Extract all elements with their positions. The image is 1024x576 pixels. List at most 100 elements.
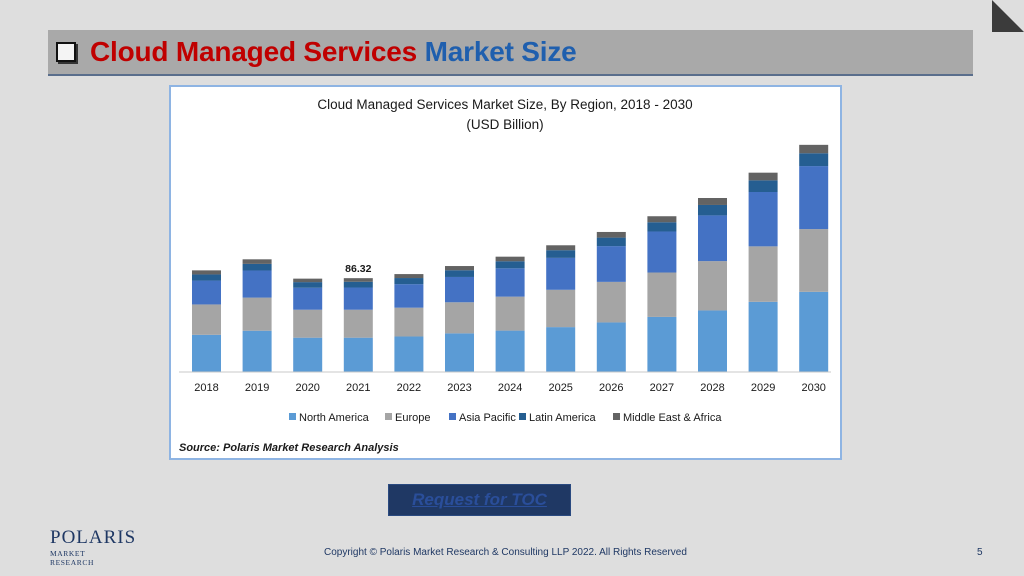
- bar-asia-pacific-2021: [343, 287, 373, 310]
- bar-asia-pacific-2019: [242, 270, 272, 298]
- bar-middle-east-africa-2029: [748, 172, 778, 181]
- bar-latin-america-2030: [799, 153, 829, 167]
- bar-latin-america-2018: [192, 274, 221, 281]
- bar-latin-america-2025: [546, 250, 576, 258]
- polaris-logo: POLARIS MARKET RESEARCH: [50, 527, 137, 568]
- bar-group: 86.32: [192, 144, 829, 372]
- x-tick-2024: 2024: [498, 382, 522, 394]
- bar-north-america-2018: [192, 334, 221, 372]
- bar-middle-east-africa-2030: [799, 144, 829, 154]
- x-tick-2027: 2027: [650, 382, 674, 394]
- bar-latin-america-2027: [647, 222, 677, 232]
- bar-europe-2022: [394, 307, 424, 337]
- x-tick-2019: 2019: [245, 382, 269, 394]
- bar-latin-america-2029: [748, 180, 778, 192]
- x-tick-2018: 2018: [194, 382, 218, 394]
- slide-title-bar: Cloud Managed Services Market Size: [48, 30, 973, 76]
- bar-north-america-2025: [546, 327, 576, 372]
- bar-north-america-2023: [445, 333, 474, 372]
- chart-source: Source: Polaris Market Research Analysis: [179, 442, 399, 454]
- x-tick-2025: 2025: [548, 382, 572, 394]
- legend-swatch-europe: [385, 413, 392, 420]
- bar-europe-2021: [343, 309, 373, 338]
- bar-europe-2026: [596, 281, 626, 323]
- legend-label-north-america: North America: [299, 412, 370, 424]
- stacked-bar-chart: Cloud Managed Services Market Size, By R…: [179, 97, 831, 454]
- bar-europe-2020: [293, 309, 323, 338]
- x-tick-labels: 2018 2019 2020 2021 2022 2023 2024 2025 2026 2027…: [194, 382, 826, 394]
- bar-europe-2025: [546, 289, 576, 328]
- bar-north-america-2019: [242, 330, 272, 372]
- slide-title-part1: Cloud Managed Services: [90, 36, 418, 67]
- legend-swatch-latin-america: [519, 413, 526, 420]
- bar-north-america-2027: [647, 316, 677, 372]
- bar-asia-pacific-2022: [394, 284, 424, 308]
- bar-asia-pacific-2020: [293, 287, 323, 310]
- bar-europe-2024: [495, 296, 525, 331]
- bar-europe-2027: [647, 272, 677, 317]
- legend-swatch-north-america: [289, 413, 296, 420]
- bar-asia-pacific-2029: [748, 192, 778, 247]
- bar-latin-america-2023: [445, 270, 474, 277]
- legend-label-latin-america: Latin America: [529, 412, 597, 424]
- bar-north-america-2029: [748, 301, 778, 372]
- logo-name: POLARIS: [50, 527, 137, 548]
- bar-north-america-2021: [343, 337, 373, 372]
- bar-europe-2018: [192, 304, 221, 335]
- bar-middle-east-africa-2027: [647, 216, 677, 223]
- bar-latin-america-2019: [242, 263, 272, 271]
- data-label-2021: 86.32: [345, 263, 371, 275]
- x-tick-2029: 2029: [751, 382, 775, 394]
- bar-asia-pacific-2030: [799, 166, 829, 230]
- x-tick-2021: 2021: [346, 382, 370, 394]
- request-toc-label[interactable]: Request for TOC: [412, 490, 547, 509]
- bar-latin-america-2021: [343, 281, 373, 288]
- bar-middle-east-africa-2019: [242, 259, 272, 264]
- request-toc-button[interactable]: Request for TOC: [388, 484, 571, 516]
- bar-europe-2029: [748, 246, 778, 302]
- logo-subtitle: MARKET RESEARCH: [50, 549, 94, 567]
- bar-europe-2030: [799, 229, 829, 292]
- bar-north-america-2028: [698, 310, 727, 372]
- bar-middle-east-africa-2023: [445, 266, 474, 271]
- bar-europe-2019: [242, 297, 272, 331]
- bar-asia-pacific-2027: [647, 231, 677, 273]
- slide-title: Cloud Managed Services Market Size: [90, 36, 577, 68]
- slide-title-part2: Market Size: [424, 36, 577, 67]
- page-number: 5: [977, 547, 983, 558]
- x-tick-2022: 2022: [397, 382, 421, 394]
- x-tick-2026: 2026: [599, 382, 623, 394]
- bar-latin-america-2022: [394, 278, 424, 285]
- bar-north-america-2030: [799, 291, 829, 372]
- bar-middle-east-africa-2028: [698, 198, 727, 205]
- legend-label-middle-east-africa: Middle East & Africa: [623, 412, 722, 424]
- bar-north-america-2026: [596, 322, 626, 372]
- x-tick-2028: 2028: [700, 382, 724, 394]
- bar-middle-east-africa-2026: [596, 231, 626, 238]
- bar-europe-2028: [698, 261, 727, 311]
- bar-middle-east-africa-2024: [495, 256, 525, 262]
- chart-subtitle: (USD Billion): [466, 117, 543, 132]
- copyright-text: Copyright © Polaris Market Research & Co…: [324, 547, 687, 558]
- bar-latin-america-2020: [293, 282, 323, 288]
- bar-asia-pacific-2023: [445, 276, 474, 303]
- bar-latin-america-2024: [495, 261, 525, 269]
- bar-europe-2023: [445, 302, 474, 334]
- bar-asia-pacific-2025: [546, 257, 576, 290]
- bar-middle-east-africa-2018: [192, 270, 221, 275]
- bar-latin-america-2026: [596, 237, 626, 247]
- bar-latin-america-2028: [698, 204, 727, 216]
- x-tick-2023: 2023: [447, 382, 471, 394]
- bar-middle-east-africa-2025: [546, 245, 576, 251]
- bar-asia-pacific-2028: [698, 215, 727, 262]
- legend-label-asia-pacific: Asia Pacific: [459, 412, 516, 424]
- bar-north-america-2022: [394, 336, 424, 372]
- bar-north-america-2020: [293, 337, 323, 372]
- bar-middle-east-africa-2022: [394, 274, 424, 279]
- bar-middle-east-africa-2020: [293, 278, 323, 283]
- bar-asia-pacific-2026: [596, 246, 626, 282]
- bar-north-america-2024: [495, 330, 525, 372]
- x-tick-2020: 2020: [295, 382, 319, 394]
- legend-swatch-asia-pacific: [449, 413, 456, 420]
- x-tick-2030: 2030: [801, 382, 825, 394]
